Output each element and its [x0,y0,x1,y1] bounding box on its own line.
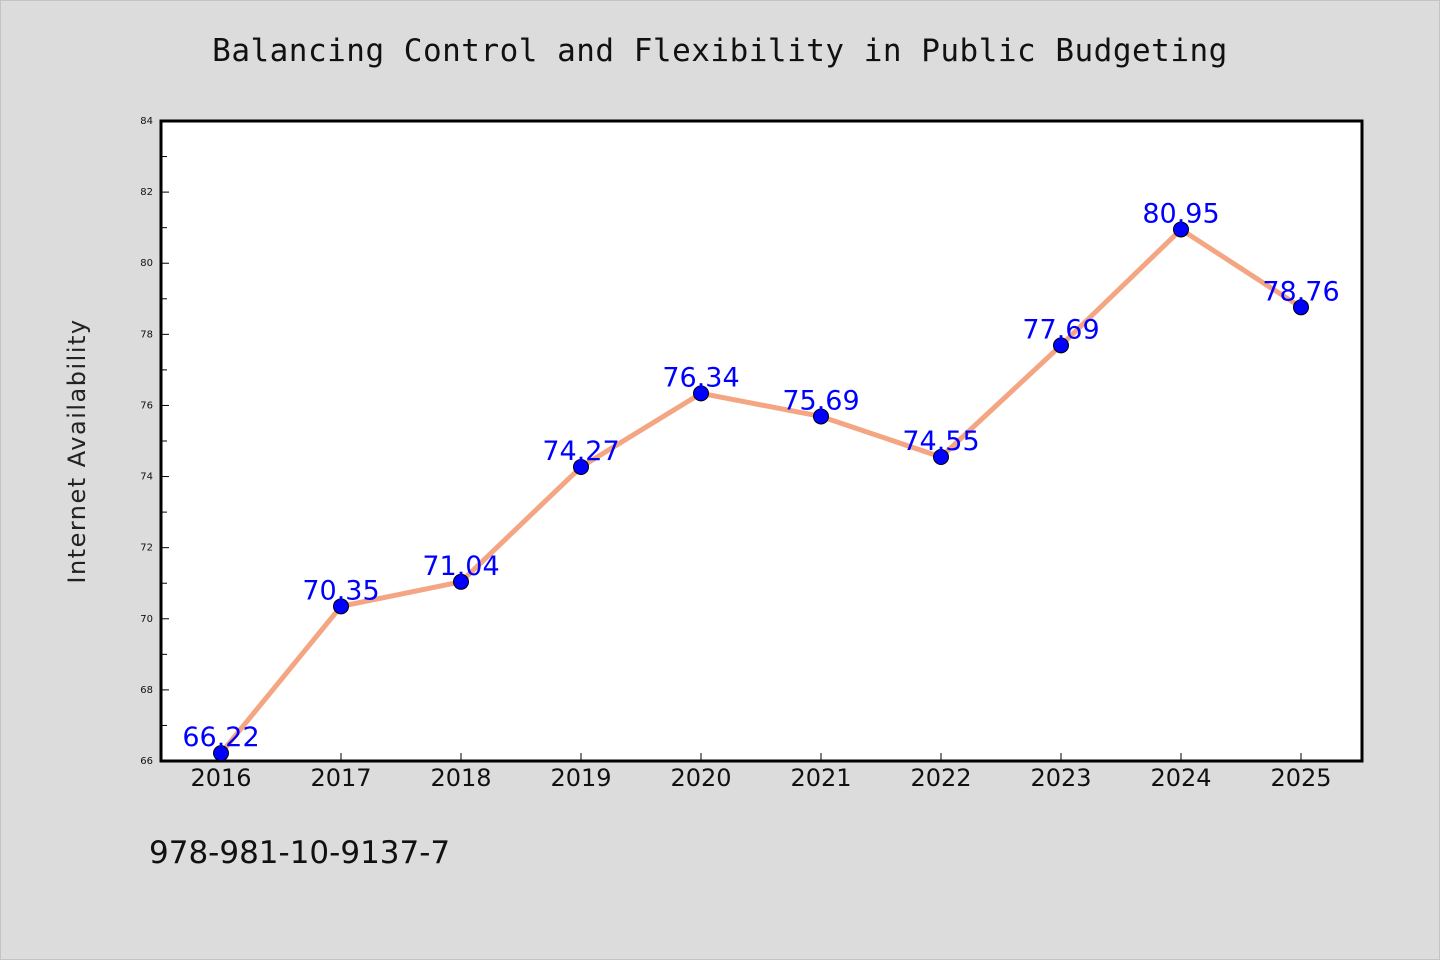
data-point [813,408,829,425]
data-point [1293,299,1309,316]
data-label: 66.22 [182,722,259,753]
data-point [213,745,229,762]
data-label: 78.76 [1262,276,1339,307]
data-point [1173,221,1189,238]
data-point [1053,337,1069,354]
data-label: 71.04 [422,551,499,582]
y-tick-label: 72 [140,543,153,554]
data-label: 70.35 [302,575,379,606]
data-label: 75.69 [782,385,859,416]
data-point [933,449,949,465]
y-tick-label: 82 [140,187,153,198]
x-tick-label: 2019 [550,764,611,792]
y-tick-label: 68 [140,685,153,696]
y-tick-label: 80 [140,258,153,269]
data-point [693,385,709,402]
y-tick-label: 70 [140,614,153,625]
series-line [218,226,1304,756]
x-tick-label: 2018 [430,764,491,792]
data-label: 74.55 [902,426,979,457]
x-tick-label: 2016 [190,764,251,792]
data-label: 76.34 [662,362,739,393]
x-tick-label: 2024 [1150,764,1211,792]
plot-area [159,119,1364,763]
data-label: 77.69 [1022,314,1099,345]
data-label: 80.95 [1142,198,1219,229]
chart-title: Balancing Control and Flexibility in Pub… [212,33,1228,69]
x-tick-label: 2017 [310,764,371,792]
x-tick-label: 2022 [910,764,971,792]
data-point [453,573,469,590]
data-point [333,598,349,615]
x-tick-label: 2025 [1270,764,1331,792]
y-tick-label: 66 [140,756,153,767]
data-label: 74.27 [542,436,619,467]
x-tick-label: 2023 [1030,764,1091,792]
data-point [573,458,589,475]
x-tick-label: 2020 [670,764,731,792]
y-tick-label: 74 [140,472,153,483]
y-tick-label: 78 [140,329,153,340]
x-tick-label: 2021 [790,764,851,792]
y-tick-label: 84 [140,116,153,127]
isbn-footnote: 978-981-10-9137-7 [149,835,451,871]
y-tick-label: 76 [140,400,153,411]
